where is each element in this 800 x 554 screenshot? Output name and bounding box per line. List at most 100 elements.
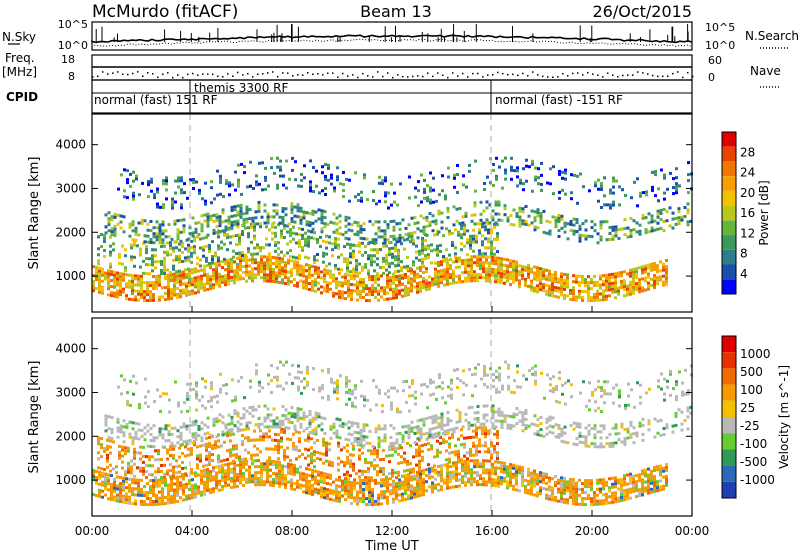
heatmap-cell	[593, 281, 596, 284]
heatmap-cell	[298, 455, 301, 459]
heatmap-cell	[479, 258, 482, 262]
heatmap-cell	[439, 450, 442, 454]
heatmap-cell	[557, 220, 561, 223]
heatmap-cell	[497, 259, 500, 263]
heatmap-cell	[314, 219, 318, 223]
heatmap-cell	[266, 221, 270, 225]
heatmap-cell	[537, 167, 540, 171]
heatmap-cell	[518, 218, 522, 222]
heatmap-cell	[360, 196, 363, 200]
heatmap-cell	[113, 215, 117, 219]
heatmap-cell	[611, 234, 615, 238]
heatmap-cell	[581, 491, 584, 494]
heatmap-cell	[383, 232, 387, 236]
heatmap-cell	[347, 489, 350, 493]
heatmap-cell	[202, 236, 205, 240]
heatmap-cell	[229, 241, 232, 245]
heatmap-cell	[107, 211, 111, 215]
heatmap-cell	[233, 281, 236, 285]
heatmap-cell	[647, 482, 650, 486]
heatmap-cell	[469, 237, 472, 241]
heatmap-cell	[651, 185, 654, 189]
heatmap-cell	[494, 484, 497, 488]
heatmap-cell	[101, 279, 104, 283]
heatmap-cell	[131, 286, 134, 290]
power-ylabel: Slant Range [km]	[27, 157, 42, 270]
heatmap-cell	[422, 277, 425, 281]
heatmap-cell	[307, 256, 310, 260]
heatmap-cell	[305, 211, 309, 215]
heatmap-cell	[140, 292, 143, 296]
heatmap-cell	[406, 237, 409, 241]
heatmap-cell	[401, 483, 404, 487]
heatmap-cell	[177, 176, 180, 180]
heatmap-cell	[617, 274, 620, 278]
heatmap-cell	[656, 468, 659, 472]
heatmap-cell	[560, 485, 563, 489]
heatmap-cell	[230, 208, 234, 212]
heatmap-cell	[137, 478, 140, 482]
heatmap-cell	[237, 178, 240, 182]
heatmap-cell	[557, 295, 560, 299]
heatmap-cell	[494, 256, 497, 260]
heatmap-cell	[131, 238, 135, 242]
heatmap-cell	[323, 475, 326, 479]
heatmap-cell	[122, 500, 125, 504]
heatmap-cell	[668, 206, 672, 210]
heatmap-cell	[261, 188, 264, 192]
heatmap-cell	[485, 483, 488, 487]
heatmap-cell	[650, 478, 653, 482]
heatmap-cell	[563, 287, 566, 291]
heatmap-cell	[518, 264, 521, 268]
heatmap-cell	[437, 263, 440, 267]
heatmap-cell	[428, 470, 431, 474]
heatmap-cell	[280, 430, 283, 434]
heatmap-cell	[493, 450, 496, 454]
heatmap-cell	[605, 297, 608, 301]
heatmap-cell	[97, 259, 100, 263]
heatmap-cell	[525, 158, 528, 162]
heatmap-cell	[400, 446, 403, 450]
heatmap-cell	[215, 261, 218, 265]
heatmap-cell	[548, 485, 551, 489]
heatmap-cell	[221, 266, 224, 269]
heatmap-cell	[242, 277, 245, 280]
heatmap-cell	[236, 475, 239, 479]
heatmap-cell	[206, 264, 209, 267]
heatmap-cell	[145, 470, 148, 474]
heatmap-cell	[569, 489, 572, 493]
heatmap-cell	[575, 496, 578, 500]
heatmap-cell	[446, 486, 449, 490]
heatmap-cell	[119, 476, 122, 480]
heatmap-cell	[500, 464, 503, 468]
heatmap-cell	[334, 237, 337, 240]
heatmap-cell	[394, 258, 397, 262]
heatmap-cell	[374, 289, 377, 293]
heatmap-cell	[203, 213, 207, 217]
heatmap-cell	[263, 465, 266, 469]
heatmap-cell	[341, 425, 345, 429]
heatmap-cell	[272, 460, 275, 463]
heatmap-cell	[317, 281, 320, 285]
heatmap-cell	[122, 230, 126, 234]
nave-label: Nave	[750, 64, 781, 78]
heatmap-cell	[211, 459, 214, 463]
heatmap-cell	[155, 499, 158, 503]
heatmap-cell	[659, 260, 662, 264]
heatmap-cell	[259, 222, 262, 226]
heatmap-cell	[119, 214, 123, 218]
heatmap-cell	[653, 274, 656, 277]
heatmap-cell	[283, 224, 286, 227]
heatmap-cell	[245, 217, 249, 221]
heatmap-cell	[311, 468, 314, 472]
heatmap-cell	[205, 256, 208, 260]
heatmap-cell	[371, 494, 374, 498]
heatmap-cell	[304, 438, 307, 442]
heatmap-cell	[293, 412, 297, 416]
heatmap-cell	[119, 430, 123, 434]
heatmap-cell	[353, 220, 357, 224]
colorbar-segment	[722, 146, 736, 162]
heatmap-cell	[309, 159, 312, 163]
heatmap-cell	[257, 206, 261, 210]
heatmap-cell	[677, 216, 681, 220]
